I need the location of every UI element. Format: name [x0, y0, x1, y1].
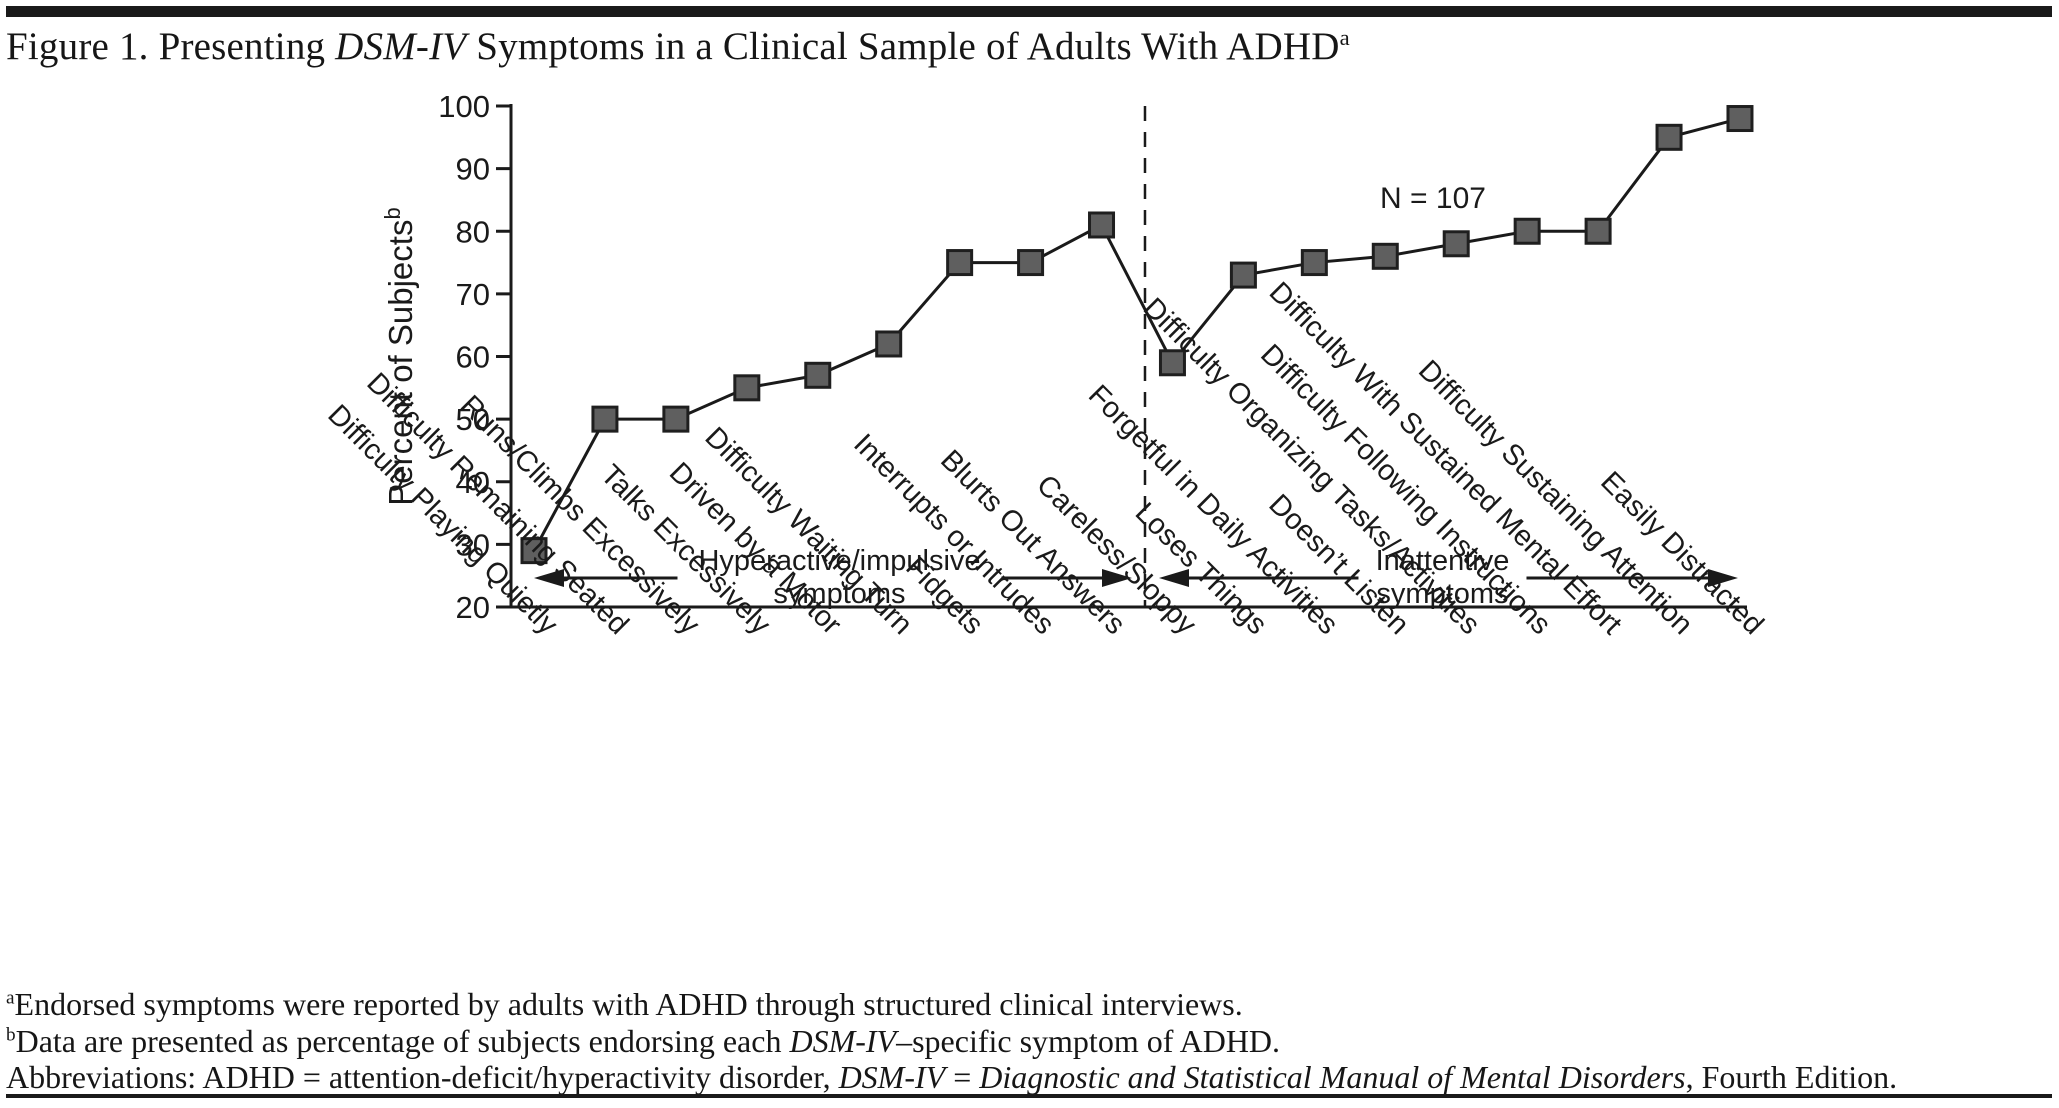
footnote-b: bData are presented as percentage of sub…: [6, 1023, 1966, 1060]
section-label-line1: Hyperactive/impulsive: [698, 545, 980, 577]
footnote-b-segment: b: [6, 1023, 16, 1045]
sample-size-annotation: N = 107: [1380, 182, 1486, 215]
data-point-marker: [1442, 230, 1470, 258]
footnote-b-segment: DSM-IV: [789, 1022, 897, 1059]
figure-title-italic: DSM-IV: [335, 25, 467, 68]
footnote-c-segment: Abbreviations: ADHD = attention-deficit/…: [6, 1059, 839, 1095]
data-point-marker: [1017, 249, 1045, 277]
y-axis-title-superscript: b: [380, 207, 405, 219]
figure-title-middle: Symptoms in a Clinical Sample of Adults …: [466, 25, 1340, 68]
y-axis-tick-label: 70: [456, 277, 490, 312]
data-point-marker: [1300, 249, 1328, 277]
data-point-marker: [1655, 123, 1683, 151]
data-point-marker: [1229, 261, 1257, 289]
section-label-line2: symptoms: [773, 578, 905, 610]
footnote-c-segment: , Fourth Edition.: [1685, 1059, 1898, 1095]
footnote-a: aEndorsed symptoms were reported by adul…: [6, 986, 1966, 1023]
section-arrowhead-right: [1101, 569, 1132, 587]
data-point-marker: [946, 249, 974, 277]
data-point-marker: [591, 405, 619, 433]
y-axis-tick-label: 20: [456, 590, 490, 625]
data-point-marker: [1726, 105, 1754, 133]
data-point-marker: [662, 405, 690, 433]
section-arrowhead-left: [1158, 569, 1189, 587]
figure-title-superscript: a: [1339, 25, 1350, 50]
data-point-marker: [1513, 217, 1541, 245]
section-label-line2: symptoms: [1376, 578, 1508, 610]
y-axis-tick-label: 100: [438, 89, 490, 124]
y-axis-tick-label: 30: [456, 527, 490, 562]
data-point-marker: [520, 537, 548, 565]
bottom-rule: [6, 1094, 2052, 1098]
figure-title: Figure 1. Presenting DSM-IV Symptoms in …: [6, 24, 1350, 69]
data-point-marker: [804, 361, 832, 389]
footnote-a-segment: a: [6, 987, 15, 1009]
section-label-line1: Inattentive: [1376, 545, 1510, 577]
y-axis-tick-label: 90: [456, 152, 490, 187]
figure-title-prefix: Figure 1. Presenting: [6, 25, 336, 68]
footnotes: aEndorsed symptoms were reported by adul…: [6, 986, 1966, 1096]
section-arrowhead-right: [1707, 569, 1738, 587]
footnote-a-segment: Endorsed symptoms were reported by adult…: [14, 986, 1243, 1022]
top-rule: [6, 6, 2052, 17]
footnote-b-segment: Data are presented as percentage of subj…: [15, 1022, 790, 1059]
footnote-c-segment: =: [945, 1059, 980, 1095]
footnote-c: Abbreviations: ADHD = attention-deficit/…: [6, 1059, 1966, 1096]
data-point-marker: [733, 374, 761, 402]
data-point-marker: [1584, 217, 1612, 245]
data-point-marker: [1371, 242, 1399, 270]
y-axis-tick-label: 40: [456, 465, 490, 500]
y-axis-tick-label: 60: [456, 340, 490, 375]
y-axis-tick-label: 80: [456, 214, 490, 249]
footnote-c-segment: Diagnostic and Statistical Manual of Men…: [979, 1059, 1686, 1095]
footnote-c-segment: DSM-IV: [838, 1059, 946, 1095]
section-arrowhead-left: [534, 569, 564, 587]
data-point-marker: [875, 330, 903, 358]
y-axis-title: Percent of Subjectsb: [380, 207, 419, 505]
footnote-b-segment: –specific symptom of ADHD.: [896, 1022, 1281, 1059]
data-point-marker: [1158, 349, 1186, 377]
data-point-marker: [1088, 211, 1116, 239]
y-axis-tick-label: 50: [456, 402, 490, 437]
